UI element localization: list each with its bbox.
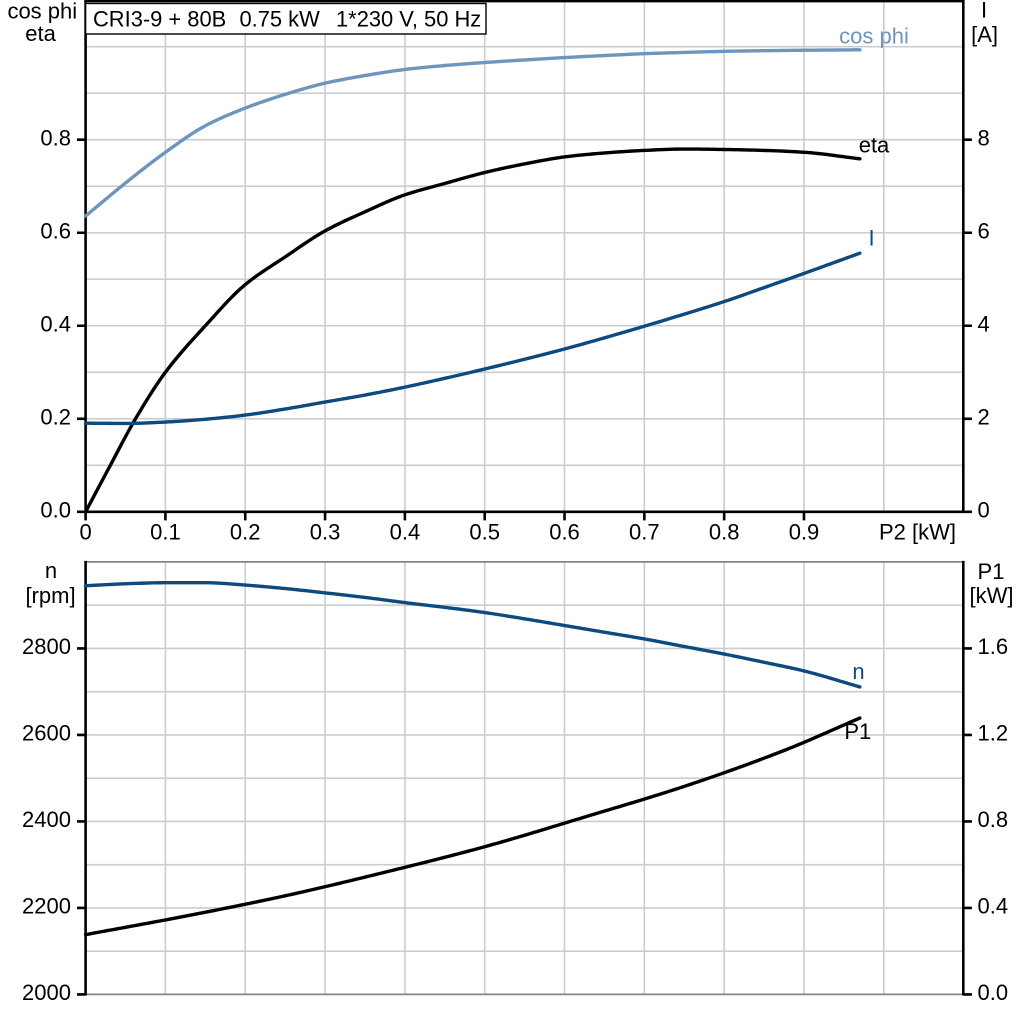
svg-text:2800: 2800	[22, 634, 71, 659]
svg-text:0.5: 0.5	[469, 519, 500, 544]
svg-text:0.4: 0.4	[390, 519, 421, 544]
svg-text:0: 0	[978, 498, 990, 523]
svg-text:1.6: 1.6	[978, 634, 1009, 659]
svg-text:[rpm]: [rpm]	[25, 583, 75, 608]
svg-text:0.8: 0.8	[709, 519, 740, 544]
svg-text:eta: eta	[25, 21, 56, 46]
svg-text:2600: 2600	[22, 721, 71, 746]
svg-text:0.2: 0.2	[230, 519, 261, 544]
svg-text:[kW]: [kW]	[970, 583, 1014, 608]
svg-text:n: n	[45, 558, 57, 583]
svg-text:I: I	[868, 226, 874, 251]
svg-text:0: 0	[79, 519, 91, 544]
svg-text:0.1: 0.1	[150, 519, 181, 544]
svg-text:[A]: [A]	[971, 22, 998, 47]
svg-text:2200: 2200	[22, 894, 71, 919]
svg-text:cos phi: cos phi	[7, 0, 77, 24]
svg-text:n: n	[852, 659, 864, 684]
svg-text:2000: 2000	[22, 980, 71, 1005]
svg-text:8: 8	[978, 126, 990, 151]
svg-text:2: 2	[978, 405, 990, 430]
svg-text:0.3: 0.3	[310, 519, 341, 544]
svg-text:1.2: 1.2	[978, 721, 1009, 746]
svg-text:0.9: 0.9	[789, 519, 820, 544]
svg-text:P1: P1	[978, 559, 1005, 584]
svg-text:0.4: 0.4	[978, 894, 1009, 919]
svg-text:2400: 2400	[22, 807, 71, 832]
svg-text:0.6: 0.6	[40, 219, 71, 244]
svg-text:0.0: 0.0	[40, 498, 71, 523]
svg-text:P1: P1	[844, 719, 871, 744]
svg-text:P2 [kW]: P2 [kW]	[879, 519, 956, 544]
svg-text:cos phi: cos phi	[839, 23, 909, 48]
svg-text:4: 4	[978, 312, 990, 337]
svg-text:I: I	[981, 0, 987, 23]
svg-text:CRI3-9 + 80B: CRI3-9 + 80B	[93, 6, 226, 31]
svg-text:0.4: 0.4	[40, 312, 71, 337]
svg-text:0.0: 0.0	[978, 980, 1009, 1005]
svg-text:0.2: 0.2	[40, 405, 71, 430]
svg-text:0.75 kW: 0.75 kW	[240, 6, 321, 31]
svg-text:1*230 V, 50 Hz: 1*230 V, 50 Hz	[336, 6, 481, 31]
svg-text:6: 6	[978, 219, 990, 244]
svg-text:0.8: 0.8	[978, 807, 1009, 832]
svg-text:0.7: 0.7	[629, 519, 660, 544]
svg-text:0.8: 0.8	[40, 126, 71, 151]
svg-text:0.6: 0.6	[549, 519, 580, 544]
svg-text:eta: eta	[859, 133, 890, 158]
